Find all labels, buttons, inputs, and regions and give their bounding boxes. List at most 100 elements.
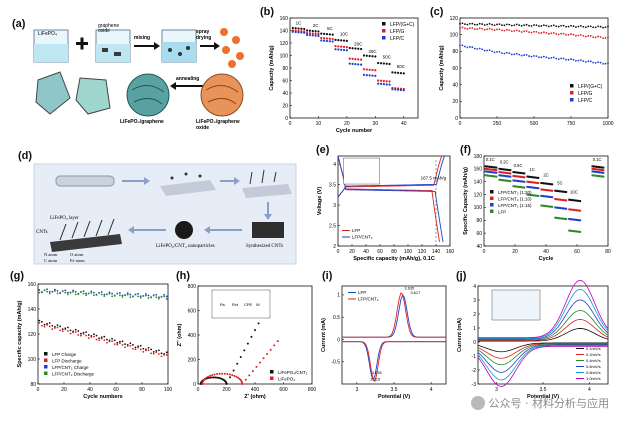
data-point xyxy=(106,293,108,296)
data-point xyxy=(548,205,551,208)
data-point xyxy=(574,230,577,233)
data-point xyxy=(551,183,554,186)
data-point xyxy=(139,348,142,351)
data-point xyxy=(549,205,552,208)
data-point xyxy=(126,292,129,295)
data-point xyxy=(551,205,554,208)
data-point xyxy=(468,46,471,48)
legend-entry: LFP Charge xyxy=(52,352,77,357)
y-tick-label: 3 xyxy=(333,203,336,209)
data-point xyxy=(152,352,155,355)
data-point xyxy=(540,204,543,207)
data-point xyxy=(534,186,537,189)
y-tick-label: 120 xyxy=(280,41,289,47)
data-point xyxy=(476,48,479,50)
data-point xyxy=(48,290,51,293)
x-tick-label: 3.5 xyxy=(540,387,547,393)
circuit-element: CPE xyxy=(244,302,253,307)
data-point xyxy=(540,32,543,34)
data-point xyxy=(163,293,166,296)
lfp-layer-label: LiFePO₄ layer xyxy=(50,216,79,221)
data-point xyxy=(599,61,602,64)
data-point xyxy=(518,30,521,33)
watermark-text: 公众号 · 材料分析与应用 xyxy=(488,397,610,410)
data-point xyxy=(562,32,565,35)
panel-label-i: (i) xyxy=(322,270,333,282)
data-point xyxy=(549,183,552,186)
step-anneal-label: annealing xyxy=(176,76,200,82)
cv-curve xyxy=(477,344,608,373)
arrow-left-icon xyxy=(204,226,242,234)
data-point xyxy=(82,331,85,334)
data-point xyxy=(80,332,82,335)
data-point xyxy=(357,63,360,66)
data-point xyxy=(490,168,493,171)
data-point xyxy=(576,209,578,212)
data-point xyxy=(158,349,160,352)
x-tick-label: 250 xyxy=(493,121,502,127)
data-point xyxy=(351,57,354,60)
data-point xyxy=(294,30,297,34)
y-tick-label: 80 xyxy=(452,49,458,55)
panel-d: (d) xyxy=(10,150,306,268)
data-point xyxy=(379,82,383,85)
data-point xyxy=(459,44,461,47)
data-point xyxy=(546,189,549,192)
data-point xyxy=(466,28,469,30)
data-point xyxy=(503,52,506,55)
cv-curve xyxy=(477,345,608,381)
data-point xyxy=(487,168,490,171)
legend-entry: LFP/CNT₂ (1:20) xyxy=(498,190,532,195)
data-point xyxy=(203,377,206,380)
data-point xyxy=(599,36,602,38)
x-tick-label: 3 xyxy=(355,387,358,393)
data-point xyxy=(574,218,577,221)
data-point xyxy=(64,327,67,330)
x-tick-label: 750 xyxy=(567,121,576,127)
legend-swatch xyxy=(570,91,574,95)
data-point xyxy=(481,48,484,51)
data-point xyxy=(604,37,607,39)
data-point xyxy=(337,45,340,48)
data-point xyxy=(569,198,572,201)
data-point xyxy=(572,25,575,28)
x-tick-label: 0 xyxy=(459,121,462,127)
data-point xyxy=(305,33,309,36)
step-spray-label: spray drying xyxy=(196,29,212,41)
data-point xyxy=(495,166,498,169)
legend-entry: LFP/CNT₂ xyxy=(358,297,379,302)
data-point xyxy=(93,291,95,294)
data-point xyxy=(69,332,72,335)
data-point xyxy=(563,217,566,220)
data-point xyxy=(489,174,492,177)
data-point xyxy=(526,193,529,196)
data-point xyxy=(543,182,546,185)
data-point xyxy=(466,23,469,26)
legend-swatch xyxy=(490,196,494,200)
data-point xyxy=(529,193,532,196)
data-point xyxy=(549,189,552,192)
data-point xyxy=(591,174,594,177)
x-tick-label: 600 xyxy=(279,387,288,393)
data-point xyxy=(529,175,532,178)
rate-label: 60C xyxy=(397,64,406,69)
data-point xyxy=(600,169,603,172)
data-point xyxy=(552,31,555,34)
y-tick-label: 160 xyxy=(280,16,289,22)
data-point xyxy=(557,217,560,220)
data-point xyxy=(478,27,481,30)
data-point xyxy=(501,168,504,171)
data-point xyxy=(236,362,239,365)
data-point xyxy=(560,207,563,210)
panel-d-schematic xyxy=(33,163,297,265)
data-point xyxy=(587,35,590,37)
data-point xyxy=(503,174,506,177)
data-point xyxy=(503,29,506,32)
data-point xyxy=(165,351,168,354)
data-point xyxy=(82,292,85,295)
data-point xyxy=(255,365,258,368)
data-point xyxy=(602,171,605,174)
legend-entry: LFP/G xyxy=(390,29,405,35)
data-point xyxy=(558,207,561,210)
y-tick-label: 180 xyxy=(474,154,483,160)
